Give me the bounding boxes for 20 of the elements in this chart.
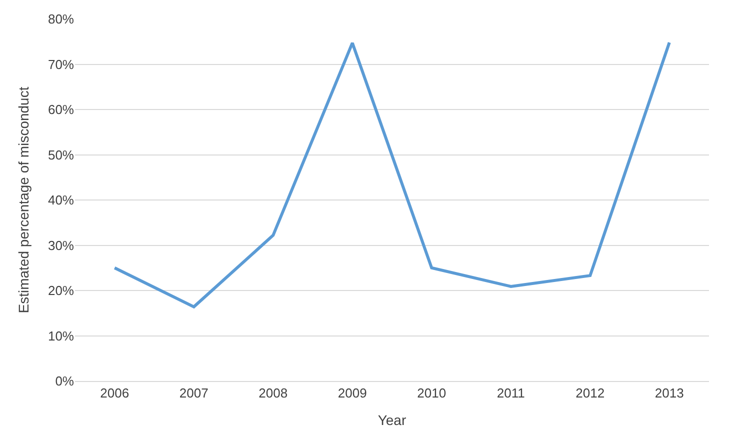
x-tick-label: 2012: [576, 386, 605, 401]
x-tick-label: 2007: [179, 386, 208, 401]
y-tick-label: 30%: [48, 238, 74, 253]
x-axis-title: Year: [378, 412, 406, 428]
y-tick-label: 0%: [55, 374, 74, 389]
x-tick-label: 2008: [258, 386, 288, 401]
y-tick-label: 60%: [48, 102, 74, 118]
y-axis-title: Estimated percentage of misconduct: [16, 86, 32, 314]
y-tick-label: 20%: [48, 283, 74, 298]
x-tick-label: 2010: [417, 386, 446, 401]
y-tick-label: 70%: [48, 56, 74, 72]
line-series: [113, 41, 671, 308]
x-tick-label: 2006: [100, 386, 130, 401]
y-tick-label: 10%: [48, 328, 74, 344]
x-tick-label: 2009: [338, 386, 367, 401]
y-tick-label: 80%: [48, 12, 74, 27]
x-tick-label: 2011: [496, 386, 525, 401]
y-tick-label: 40%: [48, 192, 74, 208]
y-tick-label: 50%: [48, 147, 74, 162]
x-tick-label: 2013: [654, 386, 684, 401]
